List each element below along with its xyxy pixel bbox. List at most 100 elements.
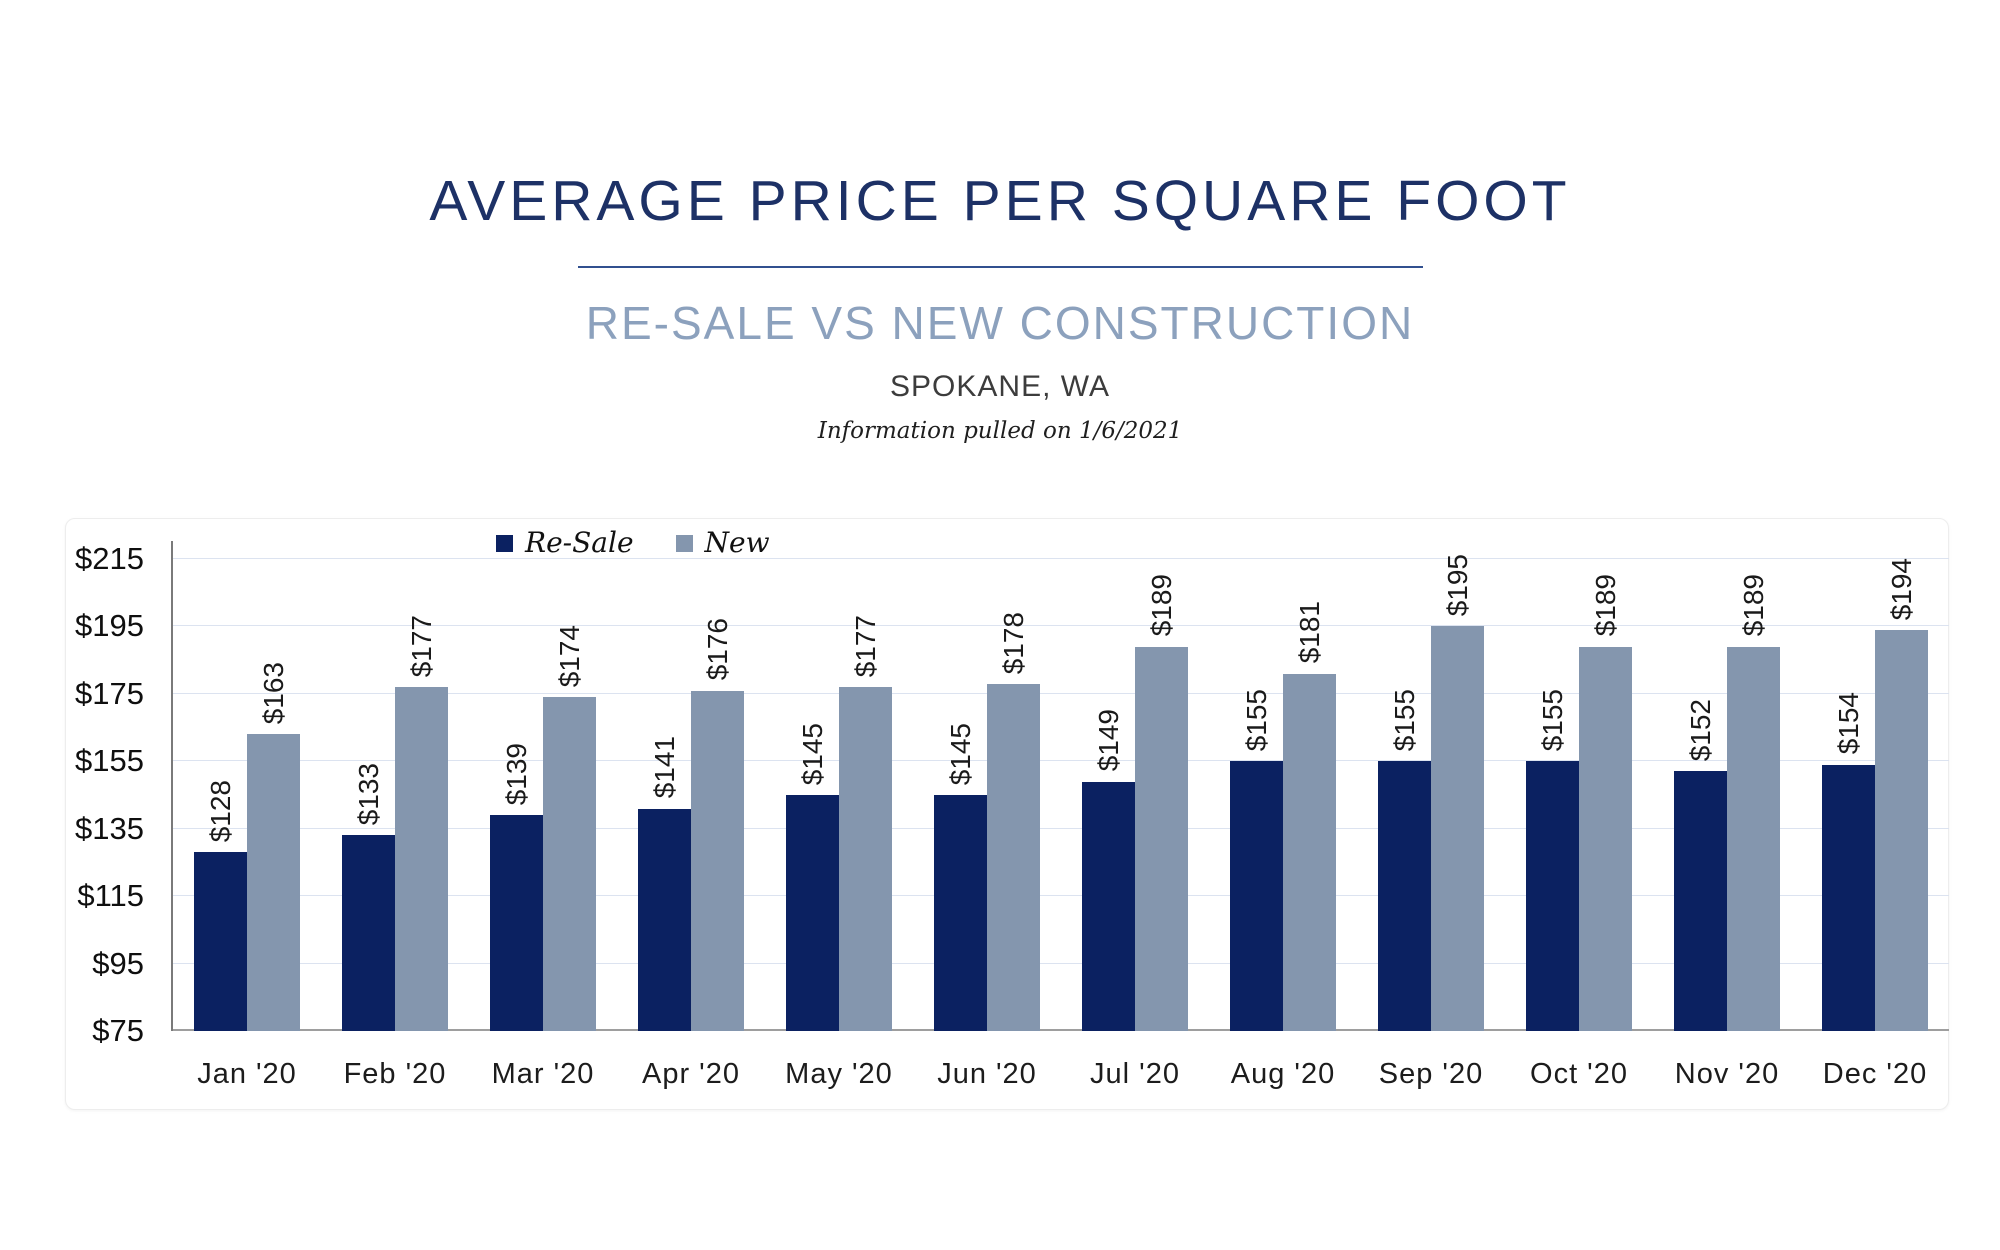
re-sale-bar-wrap: $128 [194, 780, 247, 1031]
data-pulled-note: Information pulled on 1/6/2021 [817, 418, 1183, 444]
new-bar-wrap: $189 [1135, 574, 1188, 1031]
bar-pair: $155 $189 [1526, 574, 1632, 1031]
x-axis-label: Aug '20 [1230, 1058, 1336, 1090]
re-sale-value-label: $152 [1684, 699, 1716, 762]
new-value-label: $176 [701, 618, 733, 681]
gridline [173, 625, 1949, 627]
x-axis-label: Jan '20 [197, 1058, 297, 1090]
re-sale-value-label: $145 [796, 722, 828, 786]
x-axis-label: Sep '20 [1378, 1058, 1484, 1090]
new-bar-wrap: $194 [1875, 558, 1928, 1031]
y-tick-label: $115 [77, 878, 144, 914]
re-sale-bar [342, 835, 395, 1031]
x-axis-label: Jul '20 [1090, 1058, 1180, 1090]
new-bar [1579, 646, 1632, 1031]
y-tick-label: $155 [75, 743, 144, 779]
legend-item-new: New [675, 526, 770, 559]
bar-pair: $149 $189 [1082, 574, 1188, 1031]
re-sale-bar [1230, 761, 1283, 1031]
page-title: AVERAGE PRICE PER SQUARE FOOT [429, 169, 1571, 233]
re-sale-value-label: $139 [500, 742, 532, 806]
re-sale-bar-wrap: $139 [490, 743, 543, 1031]
x-axis-label: Mar '20 [491, 1058, 595, 1090]
new-bar [1875, 629, 1928, 1031]
new-bar-wrap: $177 [395, 615, 448, 1031]
gridline [173, 692, 1949, 694]
new-value-label: $189 [1737, 574, 1769, 637]
bar-pair: $128 $163 [194, 662, 300, 1031]
y-tick-label: $95 [92, 945, 144, 981]
re-sale-value-label: $141 [648, 736, 680, 799]
re-sale-bar [490, 815, 543, 1031]
bar-group: $145 $178 Jun '20 [913, 541, 1061, 1090]
plot-area: $128 $163 Jan '20 $133 $177 Feb '20 $139 $174 Ma… [171, 541, 1949, 1090]
new-value-label: $177 [405, 614, 437, 678]
location-label: SPOKANE, WA [890, 370, 1110, 403]
bar-pair: $133 $177 [342, 615, 448, 1031]
bar-pair: $145 $178 [934, 612, 1040, 1031]
y-tick-label: $135 [75, 810, 144, 846]
re-sale-bar [1378, 761, 1431, 1031]
bar-group: $141 $176 Apr '20 [617, 541, 765, 1090]
re-sale-bar [638, 808, 691, 1031]
bar-pair: $155 $195 [1378, 554, 1484, 1031]
new-bar-wrap: $163 [247, 662, 300, 1031]
new-value-label: $195 [1441, 554, 1473, 617]
y-tick-label: $75 [92, 1013, 144, 1048]
new-bar-wrap: $195 [1431, 554, 1484, 1031]
re-sale-bar-wrap: $145 [934, 723, 987, 1031]
new-bar-wrap: $181 [1283, 601, 1336, 1031]
resale-legend-swatch [496, 534, 513, 552]
gridline [173, 962, 1949, 964]
x-axis-label: May '20 [785, 1058, 893, 1090]
title-divider [578, 266, 1423, 268]
chart-card: Re-Sale New $215 $195 $175 $155 $135 $115 $95 $… [65, 518, 1949, 1110]
new-bar-wrap: $178 [987, 612, 1040, 1031]
bar-group: $139 $174 Mar '20 [469, 541, 617, 1090]
re-sale-bar [1674, 771, 1727, 1031]
y-tick-label: $175 [75, 675, 144, 711]
x-axis-label: Feb '20 [343, 1058, 447, 1090]
y-axis-labels: $215 $195 $175 $155 $135 $115 $95 $75 [74, 541, 144, 1048]
new-value-label: $189 [1589, 574, 1621, 637]
re-sale-bar-wrap: $155 [1230, 689, 1283, 1031]
new-value-label: $189 [1145, 574, 1177, 637]
re-sale-bar-wrap: $154 [1822, 692, 1875, 1031]
re-sale-bar-wrap: $155 [1526, 689, 1579, 1031]
re-sale-value-label: $149 [1092, 709, 1124, 772]
bar-group: $155 $195 Sep '20 [1357, 541, 1505, 1090]
new-bar-wrap: $177 [839, 615, 892, 1031]
bar-group: $149 $189 Jul '20 [1061, 541, 1209, 1090]
new-value-label: $194 [1885, 557, 1917, 620]
re-sale-bar [786, 795, 839, 1031]
new-bar [543, 697, 596, 1031]
gridline [173, 827, 1949, 829]
re-sale-value-label: $155 [1536, 689, 1568, 752]
new-bar [1727, 646, 1780, 1031]
x-axis-label: Jun '20 [937, 1058, 1037, 1090]
gridline [173, 895, 1949, 897]
page-subtitle: RE-SALE VS NEW CONSTRUCTION [585, 297, 1415, 349]
gridline [173, 760, 1949, 762]
re-sale-value-label: $133 [352, 763, 384, 826]
new-legend-swatch [675, 534, 693, 552]
gridline [173, 558, 1949, 560]
re-sale-value-label: $128 [204, 780, 236, 843]
bar-pair: $152 $189 [1674, 574, 1780, 1031]
bar-groups: $128 $163 Jan '20 $133 $177 Feb '20 $139 $174 Ma… [173, 541, 1949, 1090]
new-legend-label: New [704, 526, 770, 559]
re-sale-value-label: $154 [1832, 692, 1864, 755]
bar-group: $145 $177 May '20 [765, 541, 913, 1090]
re-sale-bar-wrap: $133 [342, 763, 395, 1031]
re-sale-bar-wrap: $155 [1378, 689, 1431, 1031]
re-sale-bar-wrap: $149 [1082, 709, 1135, 1031]
re-sale-bar [1082, 781, 1135, 1031]
new-bar [1283, 673, 1336, 1031]
y-tick-label: $215 [75, 541, 144, 577]
re-sale-bar [934, 795, 987, 1031]
new-value-label: $177 [849, 614, 881, 678]
x-axis-baseline [173, 1029, 1949, 1031]
re-sale-bar-wrap: $152 [1674, 699, 1727, 1031]
new-bar [1135, 646, 1188, 1031]
